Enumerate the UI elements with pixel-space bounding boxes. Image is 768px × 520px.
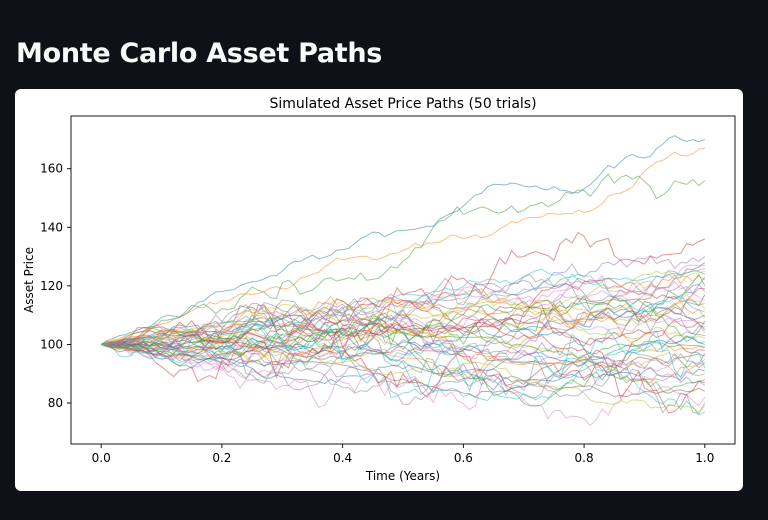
series-line-trial-2 — [100, 147, 705, 345]
series-line-trial-1 — [100, 135, 706, 345]
y-tick-label: 120 — [40, 279, 63, 293]
axes-frame — [70, 115, 736, 445]
chart-card: 0.0 0.2 0.4 0.6 0.8 1.0 80 100 120 140 160 Simula… — [15, 89, 743, 491]
paths-layer — [100, 135, 706, 427]
series-line-trial-38 — [101, 343, 706, 394]
series-line-trial-30 — [101, 336, 705, 374]
x-axis: 0.0 0.2 0.4 0.6 0.8 1.0 — [92, 444, 714, 465]
series-line-trial-16 — [101, 294, 706, 350]
series-line-trial-4 — [101, 231, 706, 345]
series-line-trial-3 — [101, 173, 706, 345]
x-tick-label: 0.0 — [92, 451, 111, 465]
y-tick-label: 140 — [40, 220, 63, 234]
y-tick-label: 160 — [40, 162, 63, 176]
x-tick-label: 1.0 — [695, 451, 714, 465]
series-line-trial-17 — [101, 274, 706, 371]
y-axis: 80 100 120 140 160 — [40, 162, 71, 410]
series-line-trial-22 — [101, 295, 706, 347]
series-line-trial-50 — [101, 339, 706, 416]
x-tick-label: 0.8 — [575, 451, 594, 465]
series-line-trial-47 — [101, 322, 706, 427]
x-tick-label: 0.2 — [212, 451, 231, 465]
series-line-trial-45 — [101, 343, 706, 405]
series-line-trial-25 — [101, 286, 705, 375]
series-line-trial-48 — [100, 329, 706, 415]
x-axis-label: Time (Years) — [365, 469, 440, 483]
series-line-trial-15 — [101, 283, 706, 345]
series-line-trial-27 — [101, 313, 706, 370]
page-title: Monte Carlo Asset Paths — [16, 38, 383, 69]
series-line-trial-35 — [101, 305, 706, 371]
series-line-trial-37 — [101, 339, 706, 380]
series-line-trial-29 — [101, 299, 706, 345]
series-line-trial-49 — [101, 341, 706, 414]
x-tick-label: 0.4 — [333, 451, 352, 465]
series-line-trial-46 — [101, 343, 706, 398]
asset-paths-chart: 0.0 0.2 0.4 0.6 0.8 1.0 80 100 120 140 160 Simula… — [22, 96, 736, 483]
x-tick-label: 0.6 — [454, 451, 473, 465]
series-line-trial-31 — [101, 335, 705, 385]
series-line-trial-36 — [101, 332, 705, 366]
y-tick-label: 100 — [40, 337, 63, 351]
chart-title: Simulated Asset Price Paths (50 trials) — [269, 96, 536, 112]
series-line-trial-32 — [101, 315, 705, 379]
series-line-trial-43 — [100, 323, 705, 407]
y-axis-label: Asset Price — [22, 247, 36, 313]
y-tick-label: 80 — [48, 396, 63, 410]
